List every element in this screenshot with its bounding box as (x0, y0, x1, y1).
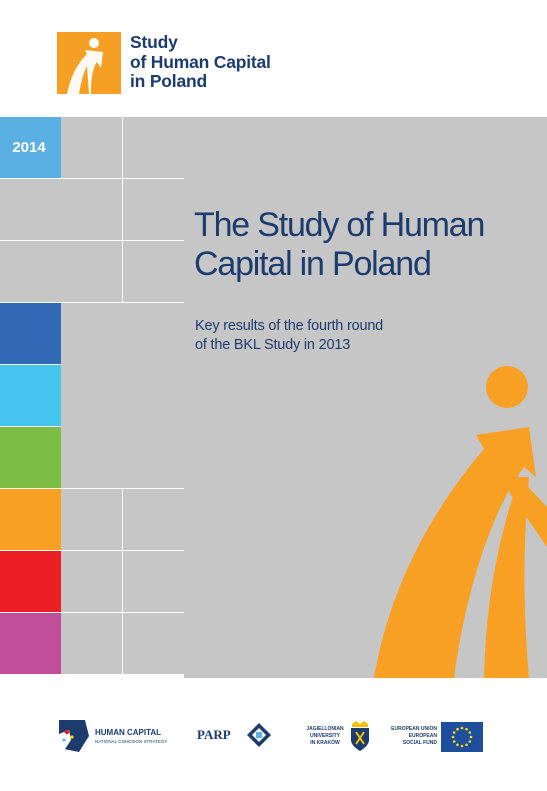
grid-cell (61, 613, 122, 674)
grid-cell-orange (0, 489, 61, 550)
grid-cell (61, 489, 122, 550)
eu-star-icon (452, 740, 456, 743)
human-capital-subtitle: NATIONAL COHESION STRATEGY (95, 739, 168, 744)
grid-cell (123, 613, 184, 674)
eu-star-icon (451, 735, 455, 739)
eu-flag-icon (441, 722, 483, 752)
logo-line-2: of Human Capital (130, 51, 271, 72)
subtitle-line-1: Key results of the fourth round (195, 318, 384, 334)
human-capital-title: HUMAN CAPITAL (95, 728, 162, 737)
eu-line-3: SOCIAL FUND (402, 740, 437, 746)
person-figure-icon (57, 32, 121, 94)
grid-cell-dark-blue (0, 303, 61, 364)
eu-star-icon (456, 743, 459, 747)
eu-star-icon (460, 744, 464, 748)
jagiellonian-line-2: UNIVERSITY (309, 733, 340, 739)
header: Study of Human Capital in Poland (0, 0, 547, 117)
cover-panel: The Study of Human Capital in Poland Key… (184, 117, 547, 678)
grid-cell (61, 117, 122, 178)
eu-line-2: EUROPEAN (408, 733, 437, 739)
parp-logo-icon (247, 723, 271, 747)
eu-text: EUROPEAN UNION EUROPEAN SOCIAL FUND (385, 726, 437, 747)
year-label: 2014 (12, 139, 46, 156)
grid-cell-red (0, 551, 61, 612)
grid-cell (123, 551, 184, 612)
grid-cell-green (0, 427, 61, 488)
eu-star-icon (465, 743, 468, 747)
title-line-1: The Study of Human (194, 206, 485, 244)
person-figure-icon (374, 366, 547, 678)
grid-cell (0, 241, 61, 302)
page-subtitle: Key results of the fourth round of the B… (195, 317, 525, 355)
grid-cell (123, 117, 184, 178)
color-grid: 2014 (0, 117, 185, 678)
grid-cell (61, 241, 122, 302)
grid-cell (61, 551, 122, 612)
grid-cell (123, 241, 184, 302)
footer-logos: HUMAN CAPITAL NATIONAL COHESION STRATEGY… (0, 678, 547, 791)
eu-star-icon (469, 735, 473, 739)
grid-cell (0, 179, 61, 240)
year-cell: 2014 (0, 117, 61, 178)
logo-text: Study of Human Capital in Poland (130, 32, 271, 92)
jagiellonian-text: JAGIELLONIAN UNIVERSITY IN KRAKÓW (303, 726, 347, 747)
grid-cell-cyan (0, 365, 61, 426)
title-line-2: Capital in Poland (194, 245, 432, 283)
human-capital-logo-icon (57, 720, 89, 752)
parp-label: PARP (197, 727, 231, 742)
eu-line-1: EUROPEAN UNION (391, 726, 437, 732)
logo-line-1: Study (130, 32, 178, 52)
jagiellonian-line-3: IN KRAKÓW (310, 740, 340, 746)
grid-cell (123, 489, 184, 550)
subtitle-line-2: of the BKL Study in 2013 (195, 337, 351, 353)
grid-block (61, 303, 185, 488)
eu-star-icon (465, 727, 468, 731)
eu-star-icon (468, 731, 472, 734)
university-crest-icon (351, 721, 369, 751)
grid-cell (123, 179, 184, 240)
grid-cell (61, 179, 122, 240)
eu-star-icon (452, 731, 456, 734)
page-title: The Study of Human Capital in Poland (194, 206, 544, 284)
logo-line-3: in Poland (130, 71, 207, 91)
eu-star-icon (460, 726, 464, 730)
grid-cell-magenta (0, 613, 61, 674)
eu-star-icon (468, 740, 472, 743)
jagiellonian-line-1: JAGIELLONIAN (306, 726, 344, 732)
eu-star-icon (456, 727, 459, 731)
